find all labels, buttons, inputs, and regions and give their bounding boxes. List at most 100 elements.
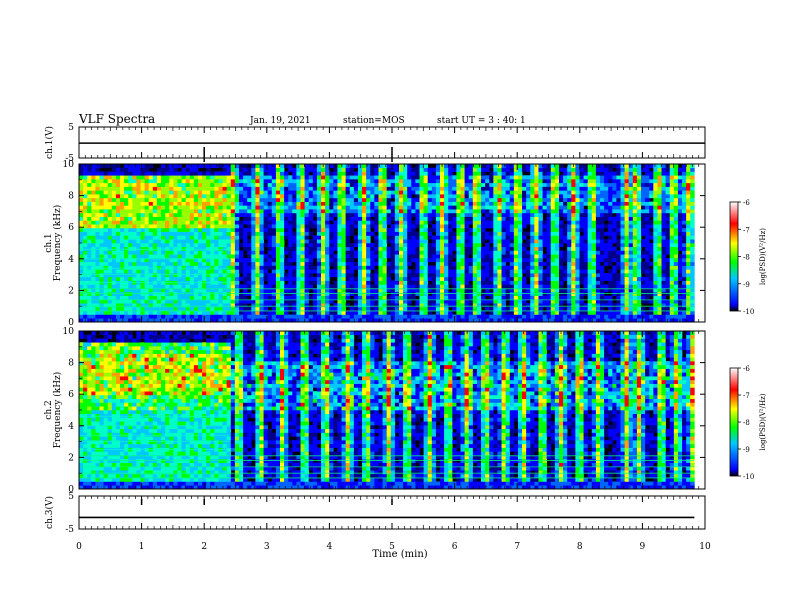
spectrogram-cell xyxy=(333,284,338,289)
spectrogram-cell xyxy=(374,190,379,195)
spectrogram-cell xyxy=(378,209,383,214)
spectrogram-cell xyxy=(169,243,174,248)
spectrogram-cell xyxy=(329,179,334,184)
spectrogram-cell xyxy=(144,273,150,278)
spectrogram-cell xyxy=(124,276,129,281)
spectrogram-cell xyxy=(316,269,322,274)
spectrogram-cell xyxy=(132,246,137,251)
spectrogram-cell xyxy=(419,205,424,210)
spectrogram-cell xyxy=(144,265,150,270)
spectrogram-cell xyxy=(161,186,166,191)
spectrogram-cell xyxy=(202,273,207,278)
spectrogram-cell xyxy=(156,167,162,172)
spectrogram-cell xyxy=(79,231,84,236)
spectrogram-cell xyxy=(476,167,482,172)
spectrogram-cell xyxy=(534,190,539,195)
spectrogram-cell xyxy=(226,306,232,312)
spectrogram-cell xyxy=(271,254,277,259)
spectrogram-cell xyxy=(554,295,560,300)
spectrogram-cell xyxy=(83,306,88,312)
spectrogram-cell xyxy=(394,288,400,293)
spectrogram-cell xyxy=(468,306,474,312)
spectrogram-cell xyxy=(505,224,511,229)
spectrogram-cell xyxy=(197,314,203,319)
spectrogram-cell xyxy=(341,276,346,281)
spectrogram-cell xyxy=(218,182,223,187)
spectrogram-cell xyxy=(210,197,215,202)
spectrogram-cell xyxy=(230,171,236,176)
spectrogram-cell xyxy=(546,209,552,214)
spectrogram-cell xyxy=(530,212,535,217)
spectrogram-cell xyxy=(481,258,486,263)
spectrogram-cell xyxy=(316,280,322,285)
spectrogram-cell xyxy=(341,231,346,236)
spectrogram-cell xyxy=(132,295,137,300)
spectrogram-cell xyxy=(534,179,539,184)
spectrogram-cell xyxy=(497,205,502,210)
spectrogram-cell xyxy=(476,239,482,244)
spectrogram-cell xyxy=(300,265,305,270)
spectrogram-cell xyxy=(472,179,478,184)
spectrogram-cell xyxy=(144,295,150,300)
spectrogram-cell xyxy=(349,250,355,255)
spectrogram-cell xyxy=(292,175,297,180)
spectrogram-cell xyxy=(87,246,92,251)
spectrogram-cell xyxy=(558,224,564,229)
spectrogram-cell xyxy=(308,179,314,184)
spectrogram-cell xyxy=(386,246,392,251)
spectrogram-cell xyxy=(472,265,478,270)
spectrogram-cell xyxy=(91,261,96,266)
spectrogram-cell xyxy=(513,190,519,195)
spectrogram-cell xyxy=(513,280,519,285)
spectrogram-cell xyxy=(550,314,556,319)
spectrogram-cell xyxy=(169,276,174,281)
spectrogram-cell xyxy=(103,273,109,278)
spectrogram-cell xyxy=(370,209,375,214)
spectrogram-cell xyxy=(169,182,174,187)
spectrogram-cell xyxy=(522,295,527,300)
spectrogram-cell xyxy=(173,254,178,259)
spectrogram-cell xyxy=(120,246,125,251)
spectrogram-cell xyxy=(103,179,109,184)
spectrogram-cell xyxy=(357,306,363,312)
spectrogram-cell xyxy=(120,205,125,210)
spectrogram-cell xyxy=(489,239,494,244)
spectrogram-cell xyxy=(357,190,363,195)
spectrogram-cell xyxy=(382,209,387,214)
spectrogram-cell xyxy=(431,190,437,195)
spectrogram-cell xyxy=(267,250,273,255)
spectrogram-cell xyxy=(345,273,351,278)
spectrogram-cell xyxy=(255,179,260,184)
spectrogram-cell xyxy=(493,318,498,323)
spectrogram-cell xyxy=(382,246,387,251)
spectrogram-cell xyxy=(91,179,96,184)
spectrogram-cell xyxy=(517,235,523,240)
spectrogram-cell xyxy=(144,216,150,221)
spectrogram-cell xyxy=(329,194,334,199)
spectrogram-cell xyxy=(390,310,396,315)
spectrogram-cell xyxy=(136,235,141,240)
spectrogram-cell xyxy=(329,258,334,263)
spectrogram-cell xyxy=(357,239,363,244)
spectrogram-cell xyxy=(161,164,166,169)
spectrogram-cell xyxy=(148,288,154,293)
spectrogram-cell xyxy=(505,258,511,263)
spectrogram-cell xyxy=(132,231,137,236)
spectrogram-cell xyxy=(124,190,129,195)
spectrogram-cell xyxy=(267,295,273,300)
spectrogram-cell xyxy=(333,295,338,300)
spectrogram-cell xyxy=(103,269,109,274)
spectrogram-cell xyxy=(329,299,334,304)
spectrogram-cell xyxy=(99,171,104,176)
spectrogram-cell xyxy=(238,227,244,233)
spectrogram-cell xyxy=(136,182,141,187)
spectrogram-cell xyxy=(95,227,100,233)
spectrogram-cell xyxy=(497,306,502,312)
spectrogram-cell xyxy=(275,231,281,236)
spectrogram-cell xyxy=(554,299,560,304)
spectrogram-cell xyxy=(280,269,285,274)
spectrogram-cell xyxy=(419,310,424,315)
spectrogram-cell xyxy=(177,276,182,281)
spectrogram-cell xyxy=(472,167,478,172)
spectrogram-cell xyxy=(91,246,96,251)
